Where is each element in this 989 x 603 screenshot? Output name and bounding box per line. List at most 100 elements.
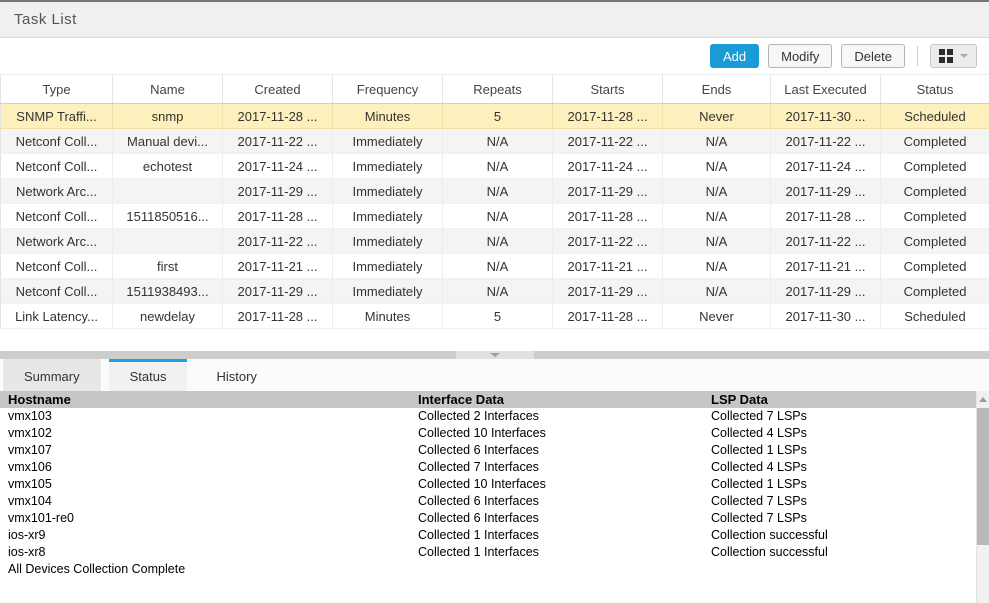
- table-row[interactable]: Netconf Coll... echotest 2017-11-24 ... Imm…: [0, 153, 989, 179]
- hostname-cell: vmx107: [8, 443, 52, 457]
- column-header-type[interactable]: Type: [0, 74, 113, 104]
- cell: N/A: [442, 228, 553, 254]
- status-row: vmx104 Collected 6 Interfaces Collected 7 …: [0, 493, 976, 510]
- column-header-ends[interactable]: Ends: [662, 74, 771, 104]
- cell: Immediately: [332, 228, 443, 254]
- status-row: vmx102 Collected 10 Interfaces Collected 4…: [0, 425, 976, 442]
- hostname-cell: vmx101-re0: [8, 511, 74, 525]
- delete-button[interactable]: Delete: [841, 44, 905, 68]
- cell: 2017-11-30 ...: [770, 303, 881, 329]
- layout-options-button[interactable]: [930, 44, 977, 68]
- cell: 2017-11-22 ...: [222, 228, 333, 254]
- cell: Netconf Coll...: [0, 253, 113, 279]
- cell: N/A: [442, 203, 553, 229]
- cell: N/A: [662, 128, 771, 154]
- table-row[interactable]: Network Arc... 2017-11-22 ... Immediately N…: [0, 228, 989, 254]
- cell: 2017-11-24 ...: [222, 153, 333, 179]
- tab-status[interactable]: Status: [108, 359, 188, 391]
- lsp-data-cell: Collected 7 LSPs: [711, 511, 807, 525]
- cell: 1511938493...: [112, 278, 223, 304]
- cell: Netconf Coll...: [0, 278, 113, 304]
- column-header-frequency[interactable]: Frequency: [332, 74, 443, 104]
- cell: 2017-11-22 ...: [552, 128, 663, 154]
- cell: Minutes: [332, 303, 443, 329]
- cell: first: [112, 253, 223, 279]
- column-header-status[interactable]: Status: [880, 74, 989, 104]
- lsp-data-cell: Collected 1 LSPs: [711, 443, 807, 457]
- table-row[interactable]: Network Arc... 2017-11-29 ... Immediately N…: [0, 178, 989, 204]
- modify-button[interactable]: Modify: [768, 44, 833, 68]
- chevron-down-icon: [960, 54, 968, 58]
- cell: [112, 228, 223, 254]
- column-header-last-executed[interactable]: Last Executed: [770, 74, 881, 104]
- cell: 2017-11-30 ...: [770, 103, 881, 129]
- cell: N/A: [662, 228, 771, 254]
- panel-splitter[interactable]: [0, 351, 989, 359]
- table-row[interactable]: Netconf Coll... Manual devi... 2017-11-22 …: [0, 128, 989, 154]
- cell: Completed: [880, 128, 989, 154]
- hostname-cell: ios-xr9: [8, 528, 46, 542]
- cell: 2017-11-28 ...: [770, 203, 881, 229]
- table-row[interactable]: SNMP Traffi... snmp 2017-11-28 ... Minutes 5…: [0, 103, 989, 129]
- cell: Immediately: [332, 178, 443, 204]
- cell: Manual devi...: [112, 128, 223, 154]
- cell: N/A: [442, 153, 553, 179]
- cell: [112, 178, 223, 204]
- interface-data-cell: Collected 6 Interfaces: [418, 494, 539, 508]
- table-row[interactable]: Netconf Coll... 1511938493... 2017-11-29 .…: [0, 278, 989, 304]
- scroll-up-button[interactable]: [977, 391, 989, 408]
- cell: 2017-11-21 ...: [222, 253, 333, 279]
- status-row: ios-xr8 Collected 1 Interfaces Collection …: [0, 544, 976, 561]
- scrollbar-thumb[interactable]: [977, 408, 989, 545]
- hostname-cell: vmx105: [8, 477, 52, 491]
- column-header-created[interactable]: Created: [222, 74, 333, 104]
- interface-data-cell: Collected 1 Interfaces: [418, 545, 539, 559]
- cell: Network Arc...: [0, 178, 113, 204]
- chevron-down-icon: [489, 353, 500, 357]
- cell: 2017-11-28 ...: [552, 103, 663, 129]
- status-row: vmx101-re0 Collected 6 Interfaces Collecte…: [0, 510, 976, 527]
- column-header-hostname: Hostname: [8, 392, 71, 407]
- table-row[interactable]: Netconf Coll... 1511850516... 2017-11-28 .…: [0, 203, 989, 229]
- interface-data-cell: Collected 6 Interfaces: [418, 511, 539, 525]
- table-row[interactable]: Link Latency... newdelay 2017-11-28 ... Min…: [0, 303, 989, 329]
- table-row[interactable]: Netconf Coll... first 2017-11-21 ... Immedi…: [0, 253, 989, 279]
- cell: 2017-11-21 ...: [552, 253, 663, 279]
- status-row: vmx103 Collected 2 Interfaces Collected 7 …: [0, 408, 976, 425]
- toolbar-separator: [917, 46, 918, 66]
- cell: Netconf Coll...: [0, 203, 113, 229]
- cell: Completed: [880, 153, 989, 179]
- cell: 2017-11-22 ...: [222, 128, 333, 154]
- hostname-cell: vmx106: [8, 460, 52, 474]
- cell: N/A: [662, 253, 771, 279]
- column-header-lsp-data: LSP Data: [711, 392, 768, 407]
- add-button[interactable]: Add: [709, 44, 760, 68]
- cell: Completed: [880, 178, 989, 204]
- column-header-name[interactable]: Name: [112, 74, 223, 104]
- tab-history[interactable]: History: [216, 369, 257, 384]
- splitter-collapse-button[interactable]: [455, 351, 534, 359]
- grid-icon: [939, 49, 953, 63]
- cell: Scheduled: [880, 103, 989, 129]
- cell: N/A: [662, 178, 771, 204]
- cell: Immediately: [332, 203, 443, 229]
- lsp-data-cell: Collected 7 LSPs: [711, 409, 807, 423]
- cell: 2017-11-28 ...: [222, 103, 333, 129]
- tab-summary[interactable]: Summary: [3, 359, 101, 391]
- cell: 5: [442, 303, 553, 329]
- column-header-repeats[interactable]: Repeats: [442, 74, 553, 104]
- cell: N/A: [662, 278, 771, 304]
- cell: 2017-11-29 ...: [770, 178, 881, 204]
- cell: snmp: [112, 103, 223, 129]
- interface-data-cell: Collected 10 Interfaces: [418, 477, 546, 491]
- cell: 2017-11-28 ...: [222, 203, 333, 229]
- column-header-starts[interactable]: Starts: [552, 74, 663, 104]
- cell: Never: [662, 303, 771, 329]
- status-row: vmx105 Collected 10 Interfaces Collected 1…: [0, 476, 976, 493]
- task-table-header-row: Type Name Created Frequency Repeats Starts End…: [0, 74, 989, 104]
- hostname-cell: vmx104: [8, 494, 52, 508]
- interface-data-cell: Collected 10 Interfaces: [418, 426, 546, 440]
- vertical-scrollbar[interactable]: [976, 391, 989, 603]
- cell: N/A: [442, 178, 553, 204]
- task-table: Type Name Created Frequency Repeats Starts End…: [0, 74, 989, 329]
